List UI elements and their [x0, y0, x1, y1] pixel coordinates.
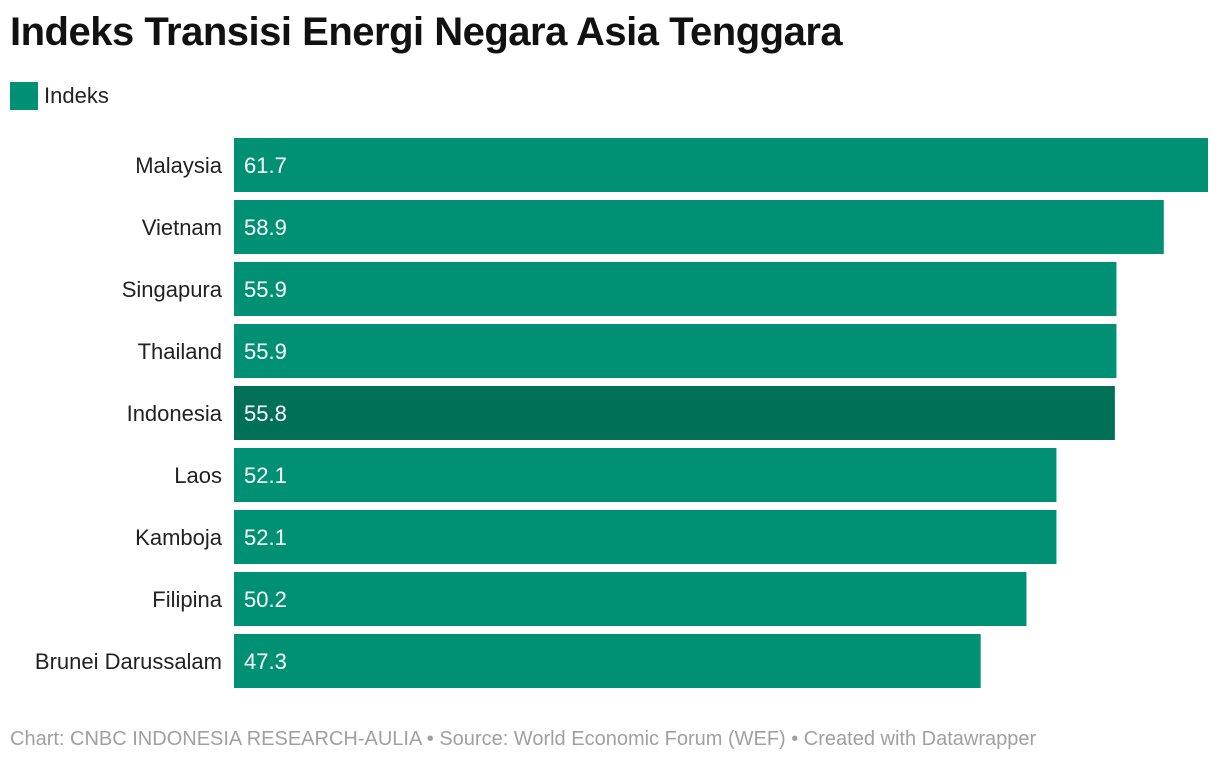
chart-footer: Chart: CNBC INDONESIA RESEARCH-AULIA • S…	[10, 728, 1037, 750]
category-label-indonesia: Indonesia	[127, 401, 223, 426]
chart-title: Indeks Transisi Energi Negara Asia Tengg…	[10, 10, 843, 54]
bar-malaysia	[234, 138, 1208, 192]
category-label-brunei-darussalam: Brunei Darussalam	[35, 649, 222, 674]
legend-label: Indeks	[44, 83, 109, 108]
value-label-vietnam: 58.9	[244, 215, 287, 240]
bar-brunei-darussalam	[234, 634, 981, 688]
value-label-filipina: 50.2	[244, 587, 287, 612]
value-label-thailand: 55.9	[244, 339, 287, 364]
bar-vietnam	[234, 200, 1164, 254]
value-label-malaysia: 61.7	[244, 153, 287, 178]
value-label-brunei-darussalam: 47.3	[244, 649, 287, 674]
bar-singapura	[234, 262, 1117, 316]
value-label-indonesia: 55.8	[244, 401, 287, 426]
category-label-singapura: Singapura	[122, 277, 223, 302]
legend: Indeks	[10, 82, 109, 110]
category-label-malaysia: Malaysia	[135, 153, 223, 178]
category-label-kamboja: Kamboja	[135, 525, 223, 550]
category-label-laos: Laos	[174, 463, 222, 488]
legend-swatch	[10, 82, 38, 110]
category-label-vietnam: Vietnam	[142, 215, 222, 240]
bar-kamboja	[234, 510, 1057, 564]
bar-indonesia	[234, 386, 1115, 440]
bar-chart: Malaysia 61.7 Vietnam 58.9 Singapura 55.9 Thai…	[35, 138, 1208, 688]
category-label-thailand: Thailand	[138, 339, 222, 364]
bar-thailand	[234, 324, 1117, 378]
value-label-kamboja: 52.1	[244, 525, 287, 550]
bar-filipina	[234, 572, 1027, 626]
category-label-filipina: Filipina	[152, 587, 222, 612]
value-label-laos: 52.1	[244, 463, 287, 488]
bar-laos	[234, 448, 1057, 502]
value-label-singapura: 55.9	[244, 277, 287, 302]
